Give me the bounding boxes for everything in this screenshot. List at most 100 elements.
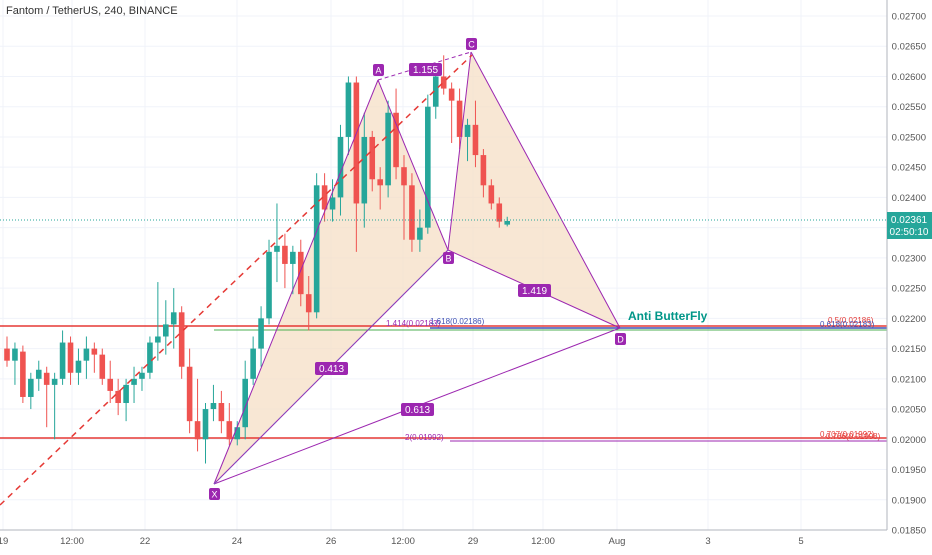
candle	[425, 94, 431, 234]
point-label: B	[445, 254, 451, 264]
point-x[interactable]: X	[209, 488, 220, 500]
candle-body	[131, 378, 137, 385]
candle	[107, 360, 114, 404]
price-axis[interactable]: 0.02700 0.02650 0.02600 0.02550 0.02500 0.024…	[886, 0, 926, 537]
candle-body	[67, 342, 74, 373]
pattern-points: X A B C D	[209, 38, 626, 500]
leg-ab	[377, 79, 449, 251]
candle	[377, 167, 383, 210]
point-d[interactable]: D	[615, 333, 626, 345]
candle	[186, 348, 193, 434]
candle	[35, 360, 42, 391]
time-tick-label: 22	[140, 536, 151, 547]
candle-body	[210, 403, 217, 410]
candle	[321, 173, 328, 222]
candle	[258, 306, 264, 367]
candle	[91, 342, 98, 373]
time-tick-label: 19	[0, 536, 8, 547]
candle	[401, 155, 407, 240]
candle	[210, 384, 217, 422]
candles	[4, 55, 511, 464]
candle-body	[51, 378, 58, 385]
candle	[313, 173, 320, 319]
candle-body	[83, 348, 90, 361]
candle-body	[393, 112, 399, 168]
time-tick-label: Aug	[609, 536, 626, 547]
candle	[202, 403, 209, 464]
time-tick-label: 26	[326, 536, 337, 547]
price-tick-label: 0.02400	[892, 193, 926, 204]
leg-xa	[213, 79, 379, 485]
candle	[440, 55, 447, 95]
diag-ac	[377, 51, 472, 81]
point-a[interactable]: A	[373, 64, 384, 76]
candle	[75, 348, 82, 385]
candle-body	[464, 124, 471, 137]
time-tick-label: 12:00	[391, 536, 415, 547]
candle-body	[440, 76, 447, 89]
bar-countdown: 02:50:10	[890, 227, 929, 238]
candle	[115, 378, 121, 416]
candle-body	[115, 390, 121, 404]
point-label: C	[468, 40, 475, 50]
price-tick-label: 0.02250	[892, 284, 926, 295]
time-tick-label: 29	[468, 536, 479, 547]
candle	[337, 124, 344, 216]
price-tick-label: 0.02050	[892, 405, 926, 416]
candle	[448, 82, 455, 143]
time-tick-label: 12:00	[60, 536, 84, 547]
candle	[290, 245, 296, 295]
time-tick-label: 5	[798, 536, 803, 547]
price-tick-label: 0.02300	[892, 253, 926, 264]
ratio-badge-xa-ab: 1.155	[409, 63, 442, 76]
candle-body	[28, 378, 34, 397]
price-tick-label: 0.02650	[892, 42, 926, 53]
leg-bc	[447, 51, 472, 251]
bcd-fill	[448, 52, 620, 328]
time-tick-label: 3	[705, 536, 710, 547]
dash-xb	[213, 249, 449, 485]
ratio-badge-xb: 0.413	[315, 362, 348, 375]
candle-body	[59, 342, 66, 379]
candle-body	[147, 342, 153, 373]
price-tick-label: 0.02700	[892, 12, 926, 23]
price-tick-label: 0.02150	[892, 344, 926, 355]
candle	[409, 173, 415, 252]
candle-body	[258, 318, 264, 349]
price-tick-label: 0.02450	[892, 163, 926, 174]
candle-body	[139, 372, 145, 379]
point-label: A	[375, 66, 381, 76]
point-c[interactable]: C	[466, 38, 477, 50]
ratio-label: 0.613	[405, 405, 430, 416]
candle-body	[305, 294, 312, 313]
candle-body	[425, 106, 431, 228]
candle-body	[345, 82, 352, 137]
candle	[12, 342, 18, 385]
candle-body	[107, 378, 114, 391]
price-tick-label: 0.01850	[892, 526, 926, 537]
fib-lower-mid: 2(0.01992)	[405, 433, 444, 442]
price-tick-label: 0.02550	[892, 102, 926, 113]
candle-body	[369, 136, 376, 180]
ratio-label: 0.413	[319, 364, 344, 375]
candle	[361, 112, 368, 228]
candle	[345, 76, 352, 156]
chart-title: Fantom / TetherUS, 240, BINANCE	[6, 5, 178, 17]
time-tick-label: 12:00	[531, 536, 555, 547]
candle	[178, 306, 185, 379]
point-b[interactable]: B	[443, 252, 454, 264]
point-label: X	[211, 490, 217, 500]
candle	[432, 70, 439, 119]
time-axis[interactable]: 19 12:00 22 24 26 12:00 29 12:00 Aug 3 5	[0, 529, 887, 547]
candle	[59, 330, 66, 385]
price-tick-label: 0.01900	[892, 495, 926, 506]
candle	[83, 336, 90, 379]
candle-body	[329, 197, 336, 210]
candle	[242, 360, 248, 440]
candle	[51, 372, 58, 440]
candle-body	[274, 245, 280, 252]
candle	[417, 209, 423, 252]
fib-upper-right-a: 0.5(0.02186)	[828, 316, 874, 325]
candle-body	[448, 88, 455, 101]
